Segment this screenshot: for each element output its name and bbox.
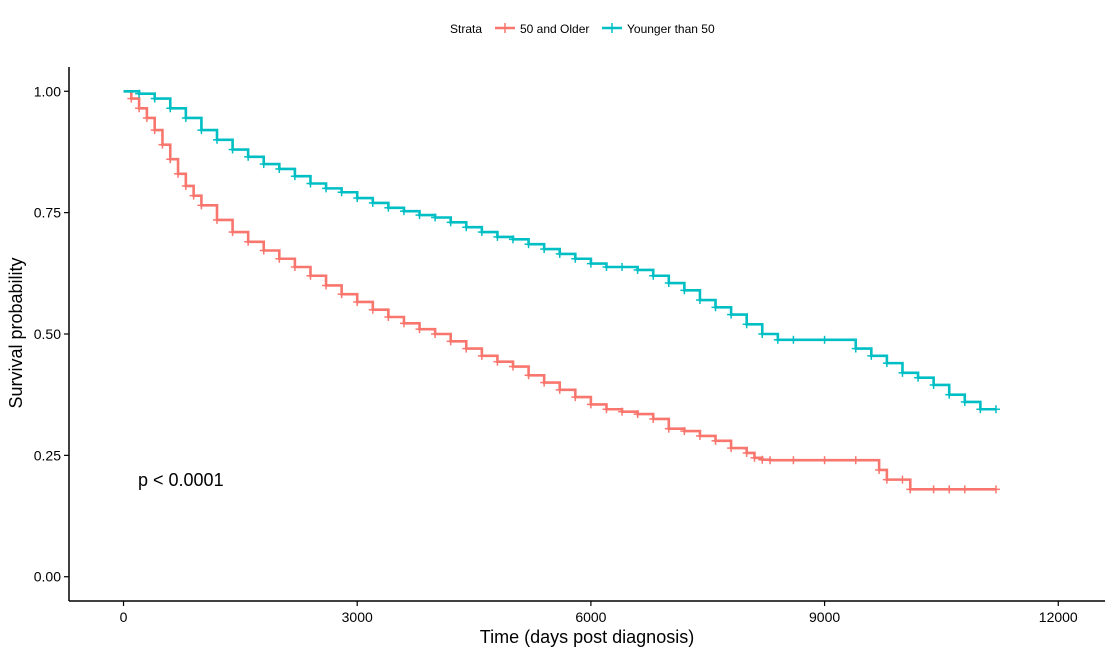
plot-area [123,89,1000,494]
y-tick-label: 1.00 [34,83,61,99]
x-tick-label: 3000 [342,609,373,625]
p-value-annotation: p < 0.0001 [138,470,224,490]
legend-items: 50 and Older Younger than 50 [495,22,715,36]
x-tick-label: 9000 [809,609,840,625]
legend-item-younger-than-50: Younger than 50 [602,22,715,36]
series-50-and-older [123,89,1000,494]
y-tick-label: 0.75 [34,205,61,221]
series-younger-than-50 [123,89,1000,414]
y-tick-label: 0.25 [34,447,61,463]
x-ticks: 0 3000 6000 9000 12000 [120,601,1078,625]
legend-label: Younger than 50 [627,22,715,36]
legend-item-50-and-older: 50 and Older [495,22,589,36]
y-axis-title: Survival probability [6,257,26,408]
x-tick-label: 6000 [575,609,606,625]
y-tick-label: 0.00 [34,569,61,585]
legend-title: Strata [450,22,482,36]
legend-label: 50 and Older [520,22,589,36]
axes: 0 3000 6000 9000 12000 0.00 0.25 0.50 0.75 1.00 [34,67,1105,625]
series-line-50-and-older [123,89,996,491]
x-axis-title: Time (days post diagnosis) [480,627,694,647]
y-ticks: 0.00 0.25 0.50 0.75 1.00 [34,83,69,585]
legend: Strata 50 and Older Younger than 50 [450,22,715,36]
y-tick-label: 0.50 [34,326,61,342]
series-layer [123,89,1000,494]
x-tick-label: 12000 [1039,609,1078,625]
x-tick-label: 0 [120,609,128,625]
